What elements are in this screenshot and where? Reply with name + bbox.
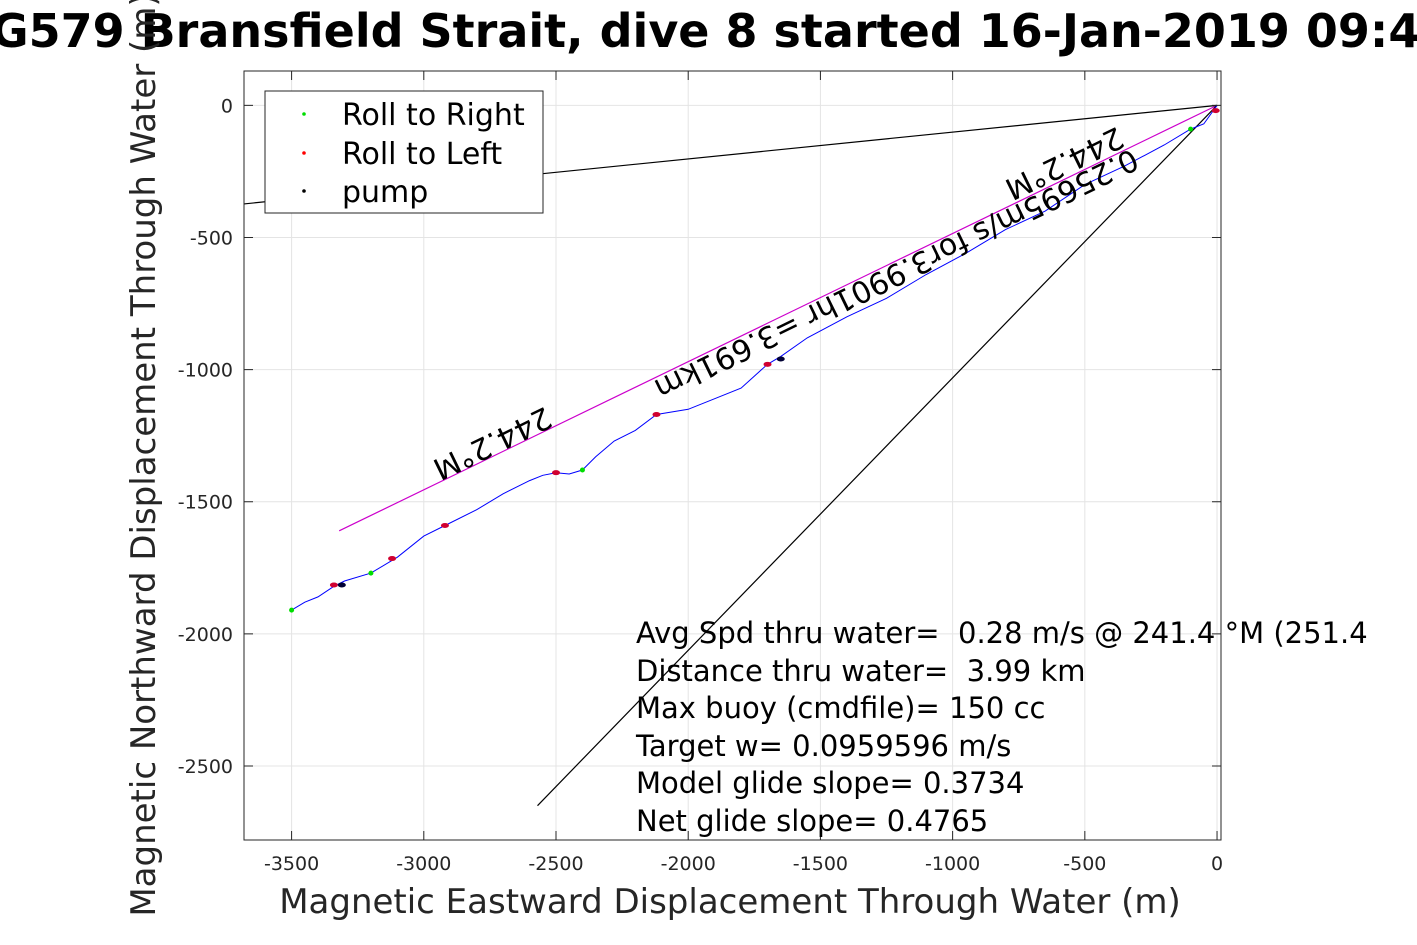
roll-left-marker [1211,108,1220,114]
y-tick-label: -500 [190,227,233,249]
roll-right-marker [579,467,585,473]
roll-left-marker [388,556,397,562]
x-tick-label: -3000 [396,853,451,875]
track-line [291,105,1218,611]
pump-marker [776,356,785,362]
x-axis-title: Magnetic Eastward Displacement Through W… [279,882,1181,922]
roll-left-marker [440,523,449,529]
roll-right-marker [368,570,374,576]
stats-distance: Distance thru water= 3.99 km [636,654,1086,688]
y-tick-label: -1000 [178,360,233,382]
plot-frame [243,70,1222,841]
y-axis-title: Magnetic Northward Displacement Through … [124,0,164,917]
legend-marker-roll-right [302,112,306,116]
stats-net-glide: Net glide slope= 0.4765 [636,804,988,838]
legend-label-roll-right: Roll to Right [342,98,525,133]
y-tick-label: -1500 [178,492,233,514]
roll-left-marker [329,582,338,588]
stats-avg-speed: Avg Spd thru water= 0.28 m/s @ 241.4 °M … [636,616,1368,650]
legend-marker-roll-left [302,151,306,155]
roll-left-marker [652,412,661,418]
legend: Roll to Right Roll to Left pump [264,90,544,214]
x-tick-label: -1500 [793,853,848,875]
chart-title: SG579 Bransfield Strait, dive 8 started … [0,4,1417,58]
y-tick-label: 0 [221,95,233,117]
x-tick-label: -2000 [661,853,716,875]
reference-line-lower [537,104,1218,807]
axis-ticks: -3500 -3000 -2500 -2000 -1500 -1000 -500 0 0 -500… [178,71,1223,875]
grid [244,71,1221,840]
stats-model-glide: Model glide slope= 0.3734 [636,766,1024,800]
x-tick-label: -500 [1063,853,1106,875]
stats-block: Avg Spd thru water= 0.28 m/s @ 241.4 °M … [635,616,1368,838]
legend-box [264,90,544,214]
mean-heading-line [338,104,1218,532]
x-tick-label: 0 [1211,853,1223,875]
roll-right-marker [289,607,295,613]
roll-left-marker [552,470,561,476]
pump-marker [337,582,346,588]
roll-right-marker [1188,126,1194,132]
legend-label-pump: pump [342,175,428,210]
roll-left-marker [763,361,772,367]
y-tick-label: -2000 [178,624,233,646]
stats-max-buoy: Max buoy (cmdfile)= 150 cc [636,691,1045,725]
x-tick-label: -3500 [264,853,319,875]
track-series [291,105,1218,611]
y-tick-label: -2500 [178,756,233,778]
x-tick-label: -2500 [528,853,583,875]
stats-target-w: Target w= 0.0959596 m/s [635,729,1011,763]
event-markers [289,108,1220,613]
legend-marker-pump [302,189,306,193]
x-tick-label: -1000 [925,853,980,875]
legend-label-roll-left: Roll to Left [342,137,502,172]
